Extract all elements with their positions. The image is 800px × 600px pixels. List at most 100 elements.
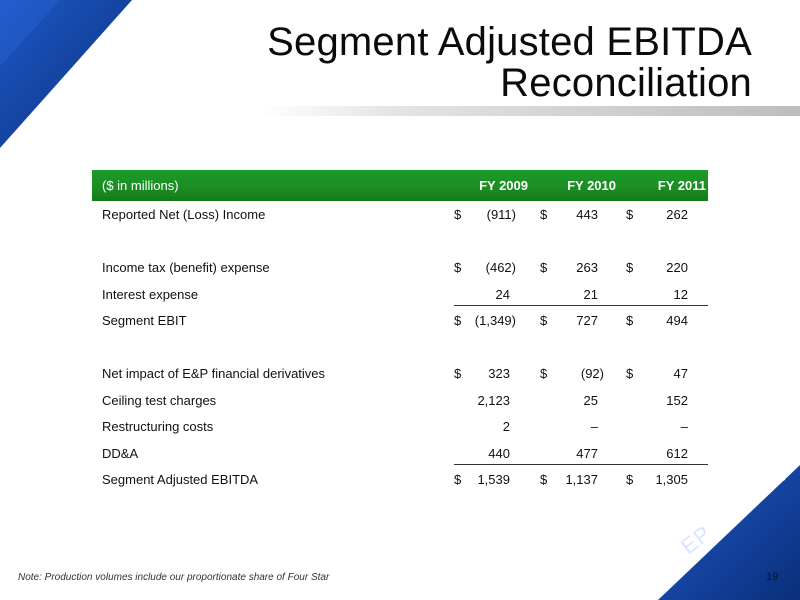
row-label: Ceiling test charges — [102, 392, 217, 408]
subtotal-rule — [454, 305, 708, 306]
slide-title: Segment Adjusted EBITDA Reconciliation — [192, 22, 752, 104]
value-cell: $47 — [626, 366, 706, 382]
slide-title-line1: Segment Adjusted EBITDA — [267, 20, 752, 64]
row-label: Reported Net (Loss) Income — [102, 207, 266, 222]
dollar-sign: $ — [454, 207, 462, 222]
table-row: DD&A 440 477 612 — [92, 440, 708, 467]
value-number: 47 — [673, 366, 688, 381]
value-number: (462) — [485, 260, 516, 275]
corner-decoration-bottom-right — [658, 465, 800, 600]
dollar-sign: $ — [454, 366, 462, 381]
value-number: 25 — [583, 392, 598, 408]
value-number: – — [680, 419, 688, 434]
value-number: 494 — [666, 313, 688, 328]
dollar-sign: $ — [540, 313, 548, 328]
table-header: ($ in millions) FY 2009 FY 2010 FY 2011 — [92, 170, 708, 201]
value-cell: $262 — [626, 207, 706, 223]
dollar-sign: $ — [626, 260, 634, 275]
value-cell: $263 — [540, 260, 616, 276]
row-label: Net impact of E&P financial derivatives — [102, 366, 326, 381]
value-number: 727 — [576, 313, 598, 328]
value-number: 1,539 — [477, 472, 510, 487]
value-number: 323 — [488, 366, 510, 381]
dollar-sign: $ — [540, 260, 548, 275]
value-number: 12 — [673, 286, 688, 302]
value-cell: 2,123 — [454, 393, 528, 409]
value-cell: $ (911) — [454, 207, 528, 223]
value-cell: 24 — [454, 287, 528, 303]
dollar-sign: $ — [540, 366, 548, 381]
value-number: (1,349) — [474, 313, 516, 328]
table-spacer-row — [92, 334, 708, 361]
header-fy2011: FY 2011 — [657, 178, 706, 193]
table-row: Restructuring costs 2 – – — [92, 413, 708, 440]
header-fy2009: FY 2009 — [479, 178, 528, 193]
value-cell: – — [540, 419, 616, 435]
table-row: Ceiling test charges 2,123 25 152 — [92, 387, 708, 414]
row-label: Segment EBIT — [102, 313, 187, 328]
value-cell: $323 — [454, 366, 528, 382]
value-number: 263 — [576, 260, 598, 275]
value-cell: $727 — [540, 313, 616, 329]
header-fy2010: FY 2010 — [567, 178, 616, 193]
value-cell: $494 — [626, 313, 706, 329]
dollar-sign: $ — [626, 313, 634, 328]
value-number: 220 — [666, 260, 688, 275]
value-number: 443 — [576, 207, 598, 222]
value-cell: 152 — [626, 393, 706, 409]
value-number: 2,123 — [477, 392, 510, 408]
dollar-sign: $ — [540, 472, 548, 487]
row-label: Interest expense — [102, 286, 199, 302]
value-cell: $ (462) — [454, 260, 528, 276]
table-row: Net impact of E&P financial derivatives $… — [92, 360, 708, 387]
value-number: 21 — [583, 286, 598, 302]
value-number: 152 — [666, 392, 688, 408]
title-underline — [260, 106, 800, 116]
value-number: 440 — [488, 445, 510, 461]
row-label: Restructuring costs — [102, 419, 214, 434]
slide-title-line2: Reconciliation — [500, 61, 752, 105]
row-label: Income tax (benefit) expense — [102, 260, 270, 275]
dollar-sign: $ — [626, 472, 634, 487]
table-body: Reported Net (Loss) Income $ (911) $443 $262… — [92, 201, 708, 493]
dollar-sign: $ — [454, 313, 462, 328]
value-number: 477 — [576, 445, 598, 461]
dollar-sign: $ — [540, 207, 548, 222]
value-cell: 612 — [626, 446, 706, 462]
value-number: 1,137 — [565, 472, 598, 487]
table-row: Segment Adjusted EBITDA $1,539 $1,137 $1,30… — [92, 466, 708, 493]
value-cell: $443 — [540, 207, 616, 223]
row-label: Segment Adjusted EBITDA — [102, 472, 259, 487]
value-number: (911) — [486, 207, 516, 222]
subtotal-rule — [454, 464, 708, 465]
value-number: 24 — [495, 286, 510, 302]
header-label: ($ in millions) — [102, 178, 179, 193]
reconciliation-table: ($ in millions) FY 2009 FY 2010 FY 2011 … — [92, 170, 708, 493]
value-cell: 2 — [454, 419, 528, 435]
value-cell: 440 — [454, 446, 528, 462]
value-cell: 477 — [540, 446, 616, 462]
value-cell: $ (92) — [540, 366, 616, 382]
value-cell: – — [626, 419, 706, 435]
table-row: Interest expense 24 21 12 — [92, 281, 708, 308]
table-spacer-row — [92, 228, 708, 255]
value-cell: $1,539 — [454, 472, 528, 488]
value-number: 1,305 — [655, 472, 688, 487]
dollar-sign: $ — [626, 207, 634, 222]
value-cell: $ (1,349) — [454, 313, 528, 329]
value-cell: 12 — [626, 287, 706, 303]
dollar-sign: $ — [454, 472, 462, 487]
table-row: Income tax (benefit) expense $ (462) $263 $2… — [92, 254, 708, 281]
value-number: (92) — [580, 366, 604, 381]
value-cell: 25 — [540, 393, 616, 409]
table-row: Reported Net (Loss) Income $ (911) $443 $262 — [92, 201, 708, 228]
value-cell: 21 — [540, 287, 616, 303]
page-number: 19 — [766, 571, 779, 583]
value-number: 612 — [666, 445, 688, 461]
value-number: 2 — [502, 419, 510, 434]
corner-decoration-top-left — [0, 0, 132, 148]
table-row: Segment EBIT $ (1,349) $727 $494 — [92, 307, 708, 334]
value-cell: $1,137 — [540, 472, 616, 488]
value-cell: $1,305 — [626, 472, 706, 488]
value-number: 262 — [666, 207, 688, 222]
